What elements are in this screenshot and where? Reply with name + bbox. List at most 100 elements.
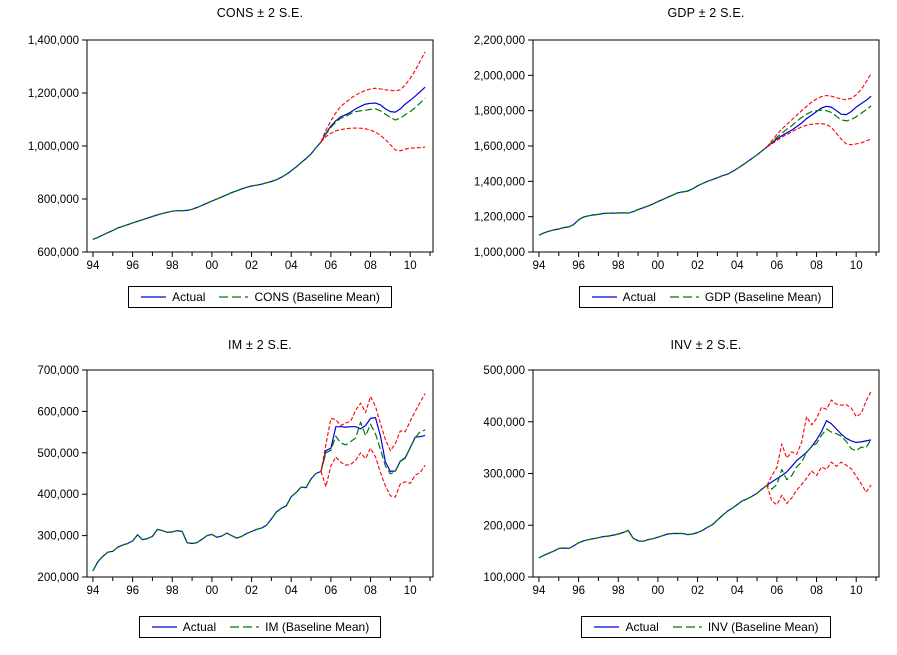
legend-item-baseline: IM (Baseline Mean) [229, 620, 369, 634]
legend-item-baseline: CONS (Baseline Mean) [218, 290, 380, 304]
legend-item-actual: Actual [593, 620, 659, 634]
actual-series-line [538, 420, 872, 559]
x-tick-label: 08 [810, 260, 823, 272]
legend-item-baseline: INV (Baseline Mean) [672, 620, 819, 634]
x-tick-label: 94 [533, 260, 546, 272]
actual-line-swatch-icon [141, 296, 167, 298]
baseline-line-swatch-icon [672, 626, 702, 628]
x-tick-label: 00 [652, 260, 665, 272]
legend-item-actual: Actual [140, 290, 205, 304]
series-group [538, 73, 872, 236]
x-axis: 94 96 98 00 02 04 06 08 10 [533, 577, 877, 597]
x-tick-label: 08 [364, 585, 377, 597]
y-tick-label: 1,000,000 [474, 247, 525, 259]
x-tick-label: 94 [533, 585, 546, 597]
plot-canvas-im: 200,000 300,000 400,000 500,000 600,000 700,0… [37, 365, 434, 597]
y-tick-label: 800,000 [37, 194, 79, 206]
x-tick-label: 96 [126, 585, 139, 597]
plot-frame [86, 39, 434, 253]
chart-panel-inv: 100,000 200,000 300,000 400,000 500,000 94 96 9… [446, 330, 897, 655]
baseline-mean-series-line [92, 421, 426, 572]
y-tick-label: 2,200,000 [474, 35, 525, 47]
plot-canvas-cons: 600,000 800,000 1,000,000 1,200,000 1,400,00… [28, 35, 434, 272]
upper-se-band-line [320, 393, 426, 472]
x-tick-label: 00 [206, 585, 219, 597]
legend-label-actual: Actual [172, 290, 206, 304]
plot-canvas-gdp: 1,000,000 1,200,000 1,400,000 1,600,000 1,80… [474, 35, 880, 272]
x-tick-label: 10 [850, 585, 863, 597]
x-tick-label: 02 [691, 585, 704, 597]
y-tick-label: 1,600,000 [474, 141, 525, 153]
baseline-line-swatch-icon [669, 296, 699, 298]
y-axis: 1,000,000 1,200,000 1,400,000 1,600,000 1,80… [474, 35, 533, 259]
plot-area-cons: 600,000 800,000 1,000,000 1,200,000 1,400,00… [0, 0, 451, 330]
y-tick-label: 1,000,000 [28, 141, 79, 153]
legend-box: Actual CONS (Baseline Mean) [128, 286, 392, 308]
x-tick-label: 06 [770, 260, 783, 272]
x-tick-label: 04 [731, 585, 744, 597]
baseline-line-swatch-icon [230, 626, 260, 628]
chart-title: IM ± 2 S.E. [228, 338, 292, 352]
x-tick-label: 94 [87, 585, 100, 597]
legend: Actual CONS (Baseline Mean) [87, 286, 433, 308]
lower-se-band-line [766, 461, 872, 506]
actual-line-swatch-icon [151, 626, 177, 628]
legend-item-actual: Actual [151, 620, 216, 634]
upper-se-band-line [320, 51, 426, 143]
y-tick-label: 1,200,000 [28, 88, 79, 100]
baseline-mean-series-line [92, 97, 426, 240]
baseline-mean-series-line [538, 428, 872, 559]
plot-area-im: 200,000 300,000 400,000 500,000 600,000 700,0… [0, 330, 451, 655]
y-tick-label: 300,000 [483, 469, 525, 481]
y-tick-label: 600,000 [37, 406, 79, 418]
x-tick-label: 98 [166, 585, 179, 597]
x-tick-label: 96 [572, 260, 585, 272]
x-axis: 94 96 98 00 02 04 06 08 10 [533, 252, 877, 272]
y-axis: 600,000 800,000 1,000,000 1,200,000 1,400,00… [28, 35, 87, 259]
x-tick-label: 98 [612, 585, 625, 597]
legend-item-actual: Actual [591, 290, 656, 304]
upper-se-band-line [766, 390, 872, 486]
y-tick-label: 1,400,000 [474, 176, 525, 188]
x-tick-label: 96 [126, 260, 139, 272]
x-tick-label: 02 [245, 585, 258, 597]
x-tick-label: 00 [206, 260, 219, 272]
y-tick-label: 200,000 [483, 520, 525, 532]
y-tick-label: 400,000 [483, 417, 525, 429]
chart-title: CONS ± 2 S.E. [216, 6, 304, 20]
x-tick-label: 10 [404, 260, 417, 272]
x-tick-label: 02 [245, 260, 258, 272]
plot-area-inv: 100,000 200,000 300,000 400,000 500,000 94 96 9… [446, 330, 897, 655]
x-tick-label: 02 [691, 260, 704, 272]
x-tick-label: 98 [166, 260, 179, 272]
legend-label-baseline: IM (Baseline Mean) [265, 620, 370, 634]
series-group [92, 51, 426, 240]
x-tick-label: 94 [87, 260, 100, 272]
y-tick-label: 100,000 [483, 572, 525, 584]
x-tick-label: 08 [364, 260, 377, 272]
plot-frame [532, 369, 880, 578]
x-axis: 94 96 98 00 02 04 06 08 10 [87, 577, 431, 597]
lower-se-band-line [320, 447, 426, 498]
actual-series-line [92, 86, 426, 240]
x-tick-label: 00 [652, 585, 665, 597]
x-tick-label: 06 [324, 585, 337, 597]
legend-label-actual: Actual [182, 620, 217, 634]
lower-se-band-line [766, 123, 872, 148]
y-tick-label: 2,000,000 [474, 70, 525, 82]
legend: Actual IM (Baseline Mean) [87, 616, 433, 638]
legend-label-actual: Actual [625, 620, 659, 634]
baseline-line-swatch-icon [219, 296, 249, 298]
y-tick-label: 400,000 [37, 489, 79, 501]
x-tick-label: 04 [731, 260, 744, 272]
actual-series-line [92, 416, 426, 572]
upper-se-band-line [766, 73, 872, 148]
series-group [92, 393, 426, 572]
x-tick-label: 10 [404, 585, 417, 597]
y-tick-label: 1,400,000 [28, 35, 79, 47]
x-tick-label: 06 [770, 585, 783, 597]
chart-title: INV ± 2 S.E. [670, 338, 742, 352]
legend-label-actual: Actual [622, 290, 656, 304]
